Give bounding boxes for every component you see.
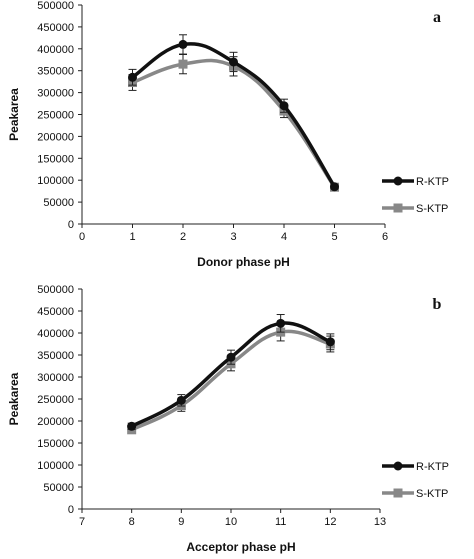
data-point (330, 182, 339, 192)
data-point (128, 72, 137, 82)
data-point (176, 395, 186, 405)
x-tick-label: 1 (129, 231, 135, 243)
y-tick-label: 450000 (37, 306, 74, 318)
x-tick-label: 2 (180, 231, 186, 243)
chart-panel-b: 0 50000 100000 150000 200000 250000 300000 3500… (7, 284, 449, 554)
data-point (325, 337, 335, 347)
legend-marker (393, 488, 403, 498)
x-tick-label: 12 (324, 516, 336, 528)
x-tick-label: 5 (331, 231, 337, 243)
data-point (178, 59, 188, 69)
x-tick-label: 6 (382, 231, 388, 243)
x-tick-label: 3 (230, 231, 236, 243)
y-tick-label: 0 (68, 504, 74, 516)
x-tick-label: 7 (79, 516, 85, 528)
legend: R-KTP S-KTP (382, 176, 449, 215)
x-axis-label: Acceptor phase pH (186, 540, 295, 554)
series-line (129, 329, 333, 432)
y-tick-label: 0 (68, 219, 74, 231)
data-point (178, 39, 188, 49)
y-tick-label: 100000 (37, 175, 74, 187)
y-axis-label: Peakarea (7, 88, 21, 141)
legend-marker (393, 203, 403, 213)
x-tick-label: 9 (178, 516, 184, 528)
data-point (279, 101, 289, 111)
y-tick-label: 500000 (37, 0, 74, 12)
data-point (229, 57, 238, 67)
y-tick-label: 500000 (37, 284, 74, 296)
y-tick-label: 300000 (37, 372, 74, 384)
legend: R-KTP S-KTP (382, 461, 449, 500)
y-tick-label: 150000 (37, 438, 74, 450)
data-point (127, 421, 137, 431)
series-r-ktp (127, 314, 335, 431)
legend-marker (393, 461, 403, 471)
y-tick-label: 50000 (43, 197, 74, 209)
x-tick-label: 0 (79, 231, 85, 243)
legend-label: R-KTP (416, 176, 449, 188)
x-tick-label: 8 (129, 516, 135, 528)
legend-label: R-KTP (416, 461, 449, 473)
y-tick-label: 200000 (37, 416, 74, 428)
data-point (276, 318, 286, 328)
x-tick-label: 10 (225, 516, 237, 528)
series-r-ktp (128, 34, 339, 192)
panel-label: a (433, 9, 441, 26)
y-tick-label: 150000 (37, 153, 74, 165)
y-axis-label: Peakarea (7, 372, 21, 425)
series-line (130, 58, 337, 189)
data-point (226, 352, 236, 362)
y-tick-label: 50000 (43, 482, 74, 494)
panel-label: b (433, 296, 442, 313)
x-axis-label: Donor phase pH (197, 255, 290, 269)
y-tick-label: 250000 (37, 394, 74, 406)
y-tick-label: 300000 (37, 88, 74, 100)
series-line (129, 321, 333, 429)
y-tick-label: 450000 (37, 22, 74, 34)
series-s-ktp (128, 53, 339, 192)
legend-marker (393, 176, 403, 186)
x-tick-label: 4 (281, 231, 287, 243)
y-tick-label: 100000 (37, 460, 74, 472)
x-tick-label: 11 (275, 516, 286, 528)
legend-label: S-KTP (416, 203, 448, 215)
legend-label: S-KTP (416, 488, 448, 500)
series-s-ktp (127, 322, 335, 435)
x-tick-label: 13 (374, 516, 386, 528)
y-tick-label: 400000 (37, 44, 74, 56)
y-tick-label: 200000 (37, 131, 74, 143)
y-tick-label: 400000 (37, 328, 74, 340)
y-tick-label: 250000 (37, 110, 74, 122)
y-tick-label: 350000 (37, 66, 74, 78)
y-tick-label: 350000 (37, 350, 74, 362)
chart-panel-a: 0500001000001500002000002500003000003500… (7, 0, 449, 269)
